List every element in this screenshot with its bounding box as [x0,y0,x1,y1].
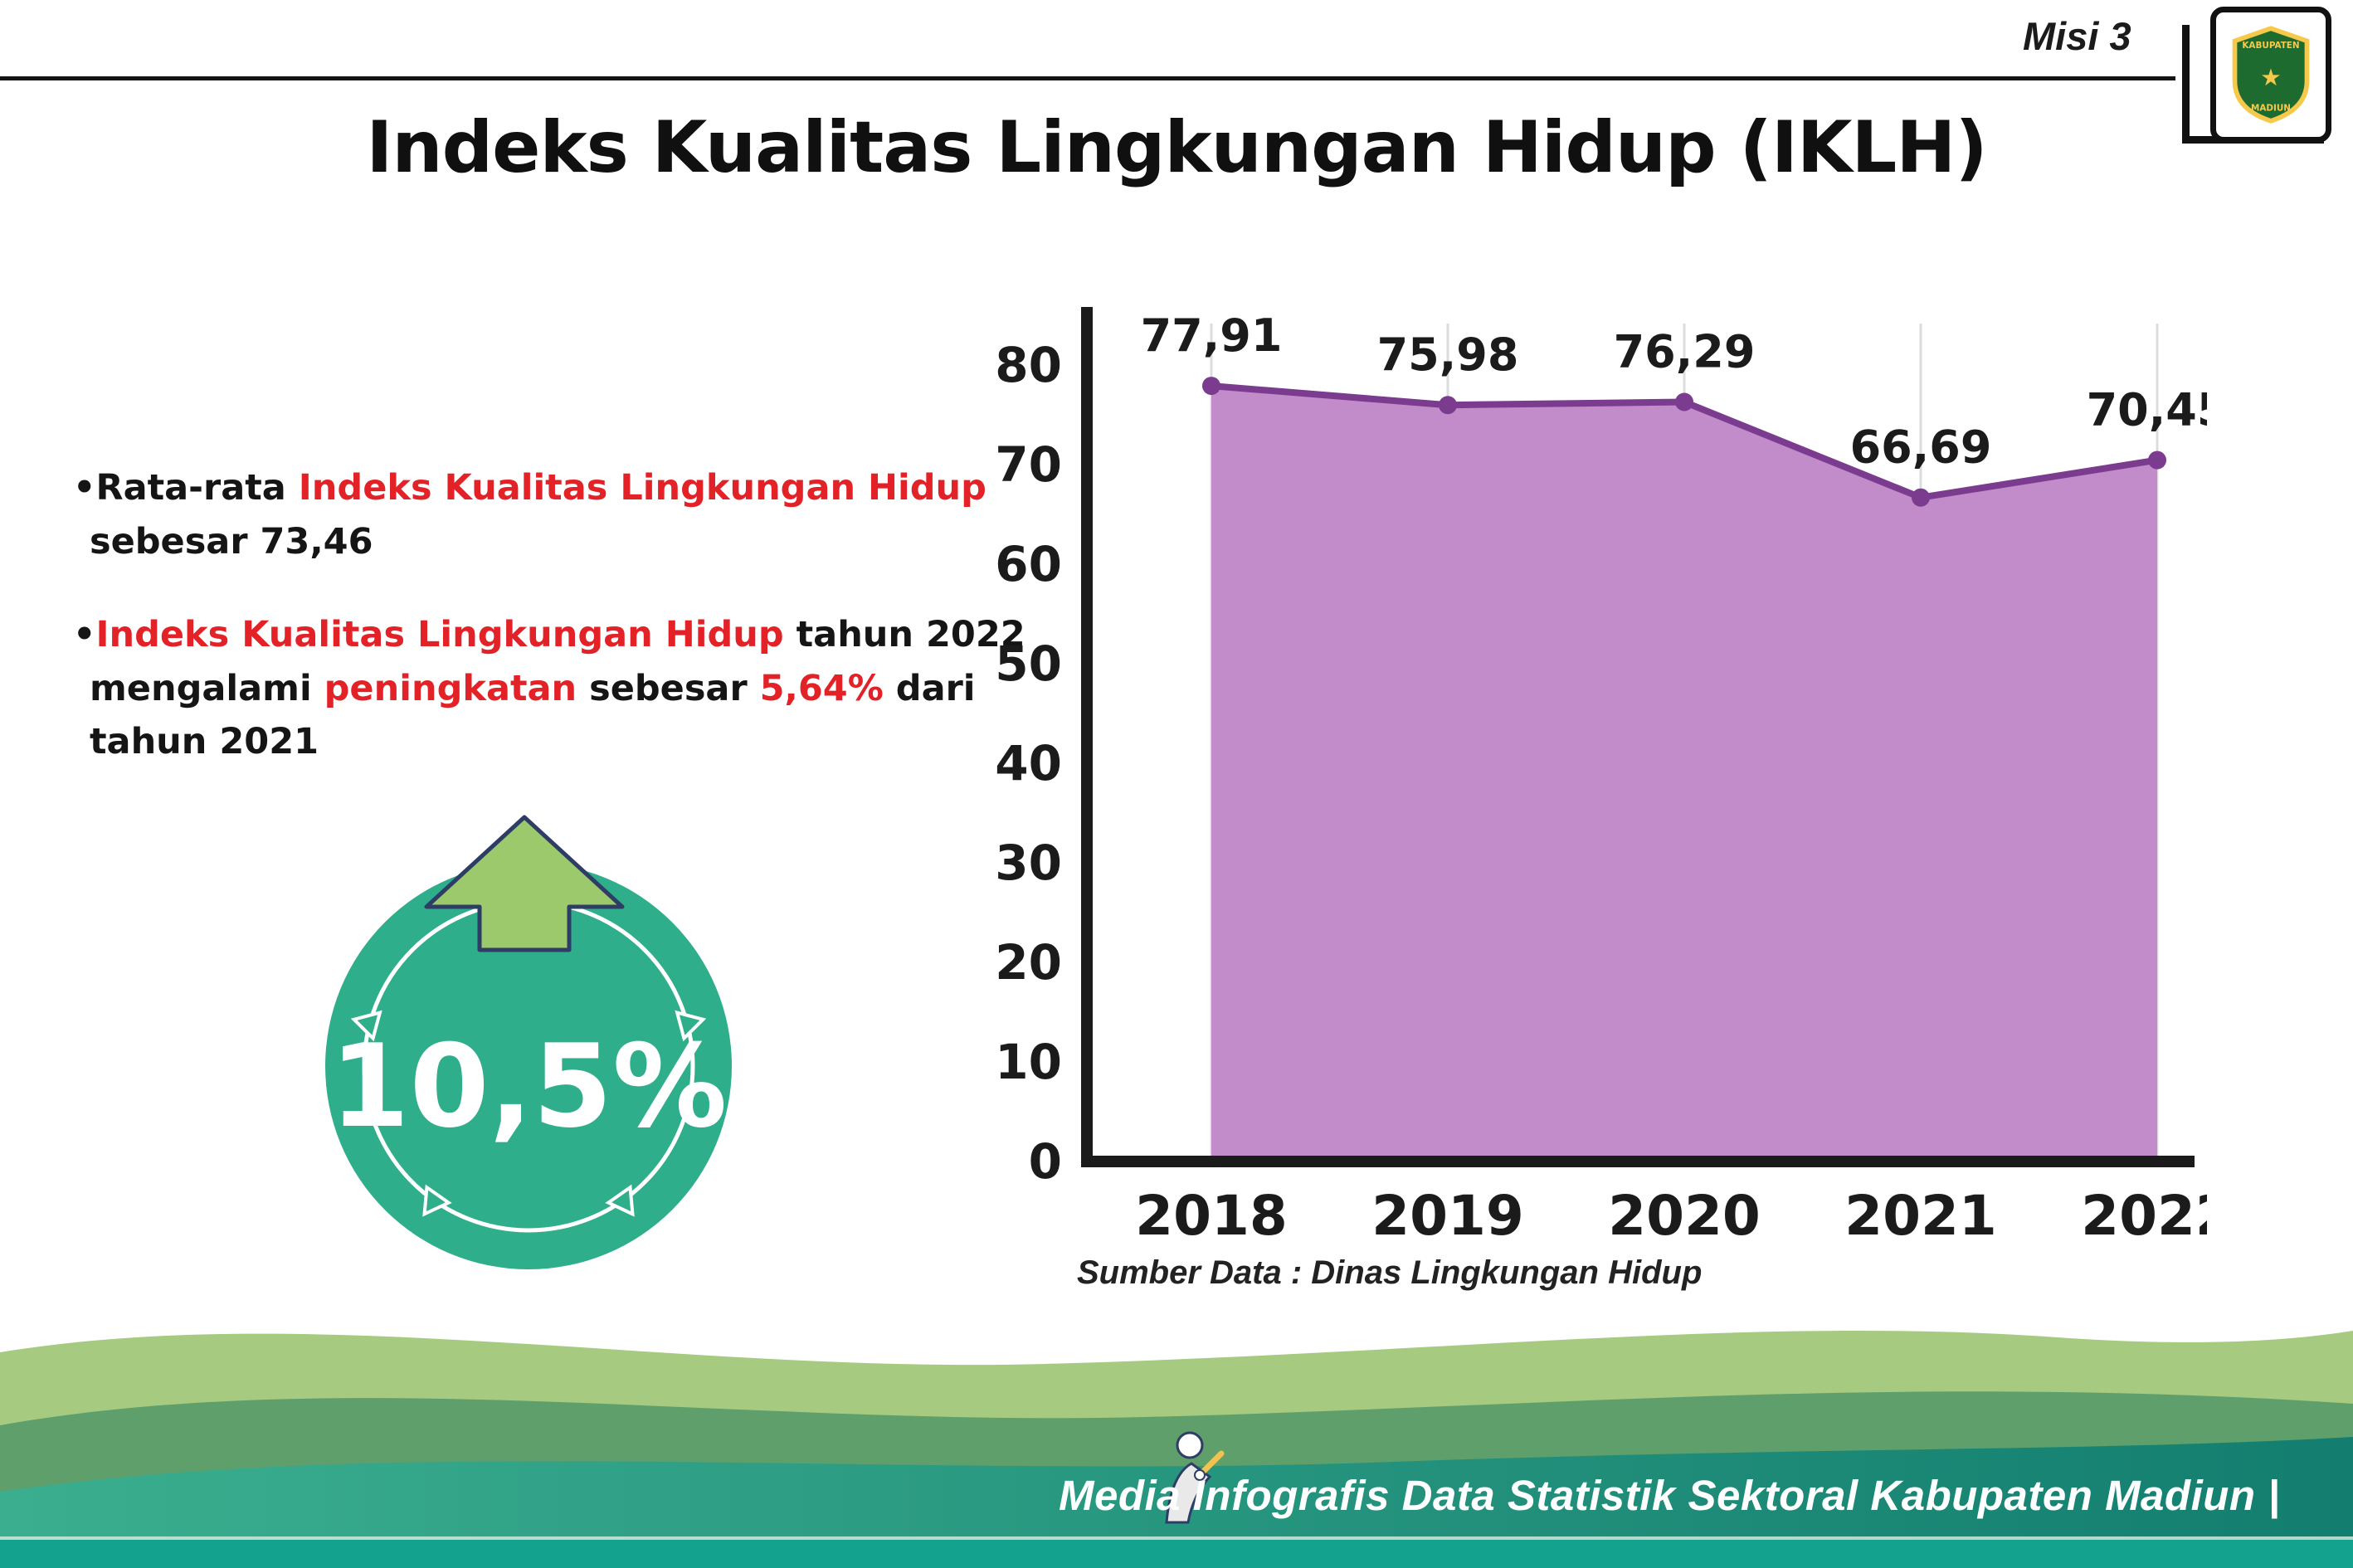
bottom-strip [0,1540,2353,1568]
logo-text-bottom: MADIUN [2251,103,2291,113]
x-tick-label: 2021 [1844,1184,1997,1248]
wave-seam [0,1536,2353,1540]
data-point [1675,392,1693,411]
text-segment: dari [883,667,976,709]
ring-tick-icon [350,1010,382,1042]
data-point [2148,450,2166,470]
x-tick-label: 2018 [1135,1184,1288,1248]
y-tick-label: 10 [995,1034,1062,1090]
ring-tick-icon [675,1010,707,1042]
x-tick-label: 2020 [1608,1184,1761,1248]
mascot-icon [1165,1431,1225,1524]
data-point [1439,396,1457,415]
ring-tick-icon [605,1184,635,1217]
y-tick-label: 0 [1029,1133,1062,1190]
page-title: Indeks Kualitas Lingkungan Hidup (IKLH) [366,106,1987,189]
logo-emblem: KABUPATEN ★ MADIUN [2210,7,2331,143]
data-point [1202,377,1220,396]
text-segment-highlight: 5,64% [759,667,884,709]
value-label: 77,91 [1141,309,1283,362]
increase-badge-graphic: 10,5% [325,815,732,1269]
bullet-marker: • [73,467,96,509]
badge-circle [325,863,732,1269]
y-tick-label: 80 [995,337,1062,393]
y-tick-label: 20 [995,934,1062,991]
area-fill [1211,386,2157,1161]
wave-graphic [0,1330,2353,1568]
misi-label: Misi 3 [2023,14,2131,58]
y-tick-label: 60 [995,536,1062,592]
y-tick-label: 30 [995,835,1062,891]
iklh-chart: 0 10 20 30 40 50 60 70 80 77,91 75,98 76,29 66,69 70,… [979,274,2207,1311]
bullet-marker: • [73,614,96,655]
value-label: 66,69 [1850,421,1992,474]
up-arrow-icon [424,815,625,952]
chart-source: Sumber Data : Dinas Lingkungan Hidup [1077,1254,1703,1291]
text-segment: tahun 2021 [90,721,319,762]
footer-waves [0,1294,2353,1568]
value-label: 70,45 [2087,384,2207,436]
crest-icon: KABUPATEN ★ MADIUN [2232,26,2310,124]
text-segment: tahun 2022 [783,614,1025,655]
badge-value: 10,5% [330,1020,728,1153]
ring-tick-icon [422,1184,452,1217]
header-divider [0,76,2175,80]
increase-badge: 10,5% [317,809,748,1286]
value-label: 75,98 [1377,329,1519,381]
y-tick-label: 50 [995,635,1062,692]
text-segment-highlight: Indeks Kualitas Lingkungan Hidup [298,467,987,509]
text-segment-highlight: Indeks Kualitas Lingkungan Hidup [95,614,784,655]
y-tick-label: 70 [995,436,1062,493]
text-segment: mengalami [90,667,324,709]
bullet-list: •Rata-rata Indeks Kualitas Lingkungan Hi… [73,461,1060,809]
text-segment-highlight: peningkatan [324,667,577,709]
kabupaten-madiun-logo: KABUPATEN ★ MADIUN [2182,7,2336,144]
data-point [1912,488,1930,507]
bullet-item-average: •Rata-rata Indeks Kualitas Lingkungan Hi… [73,461,1060,568]
value-label: 76,29 [1614,326,1756,378]
text-segment: sebesar [577,667,760,709]
text-segment: sebesar 73,46 [90,520,373,562]
text-segment: Rata-rata [95,467,299,509]
x-tick-label: 2019 [1371,1184,1524,1248]
footer-credit: Media Infografis Data Statistik Sektoral… [1058,1472,2280,1519]
logo-text-top: KABUPATEN [2242,41,2299,51]
logo-star: ★ [2260,64,2281,91]
bullet-item-increase: •Indeks Kualitas Lingkungan Hidup tahun … [73,608,1060,769]
y-tick-label: 40 [995,735,1062,791]
iklh-area-chart: 0 10 20 30 40 50 60 70 80 77,91 75,98 76,29 66,69 70,… [995,307,2207,1248]
x-tick-label: 2022 [2081,1184,2207,1248]
